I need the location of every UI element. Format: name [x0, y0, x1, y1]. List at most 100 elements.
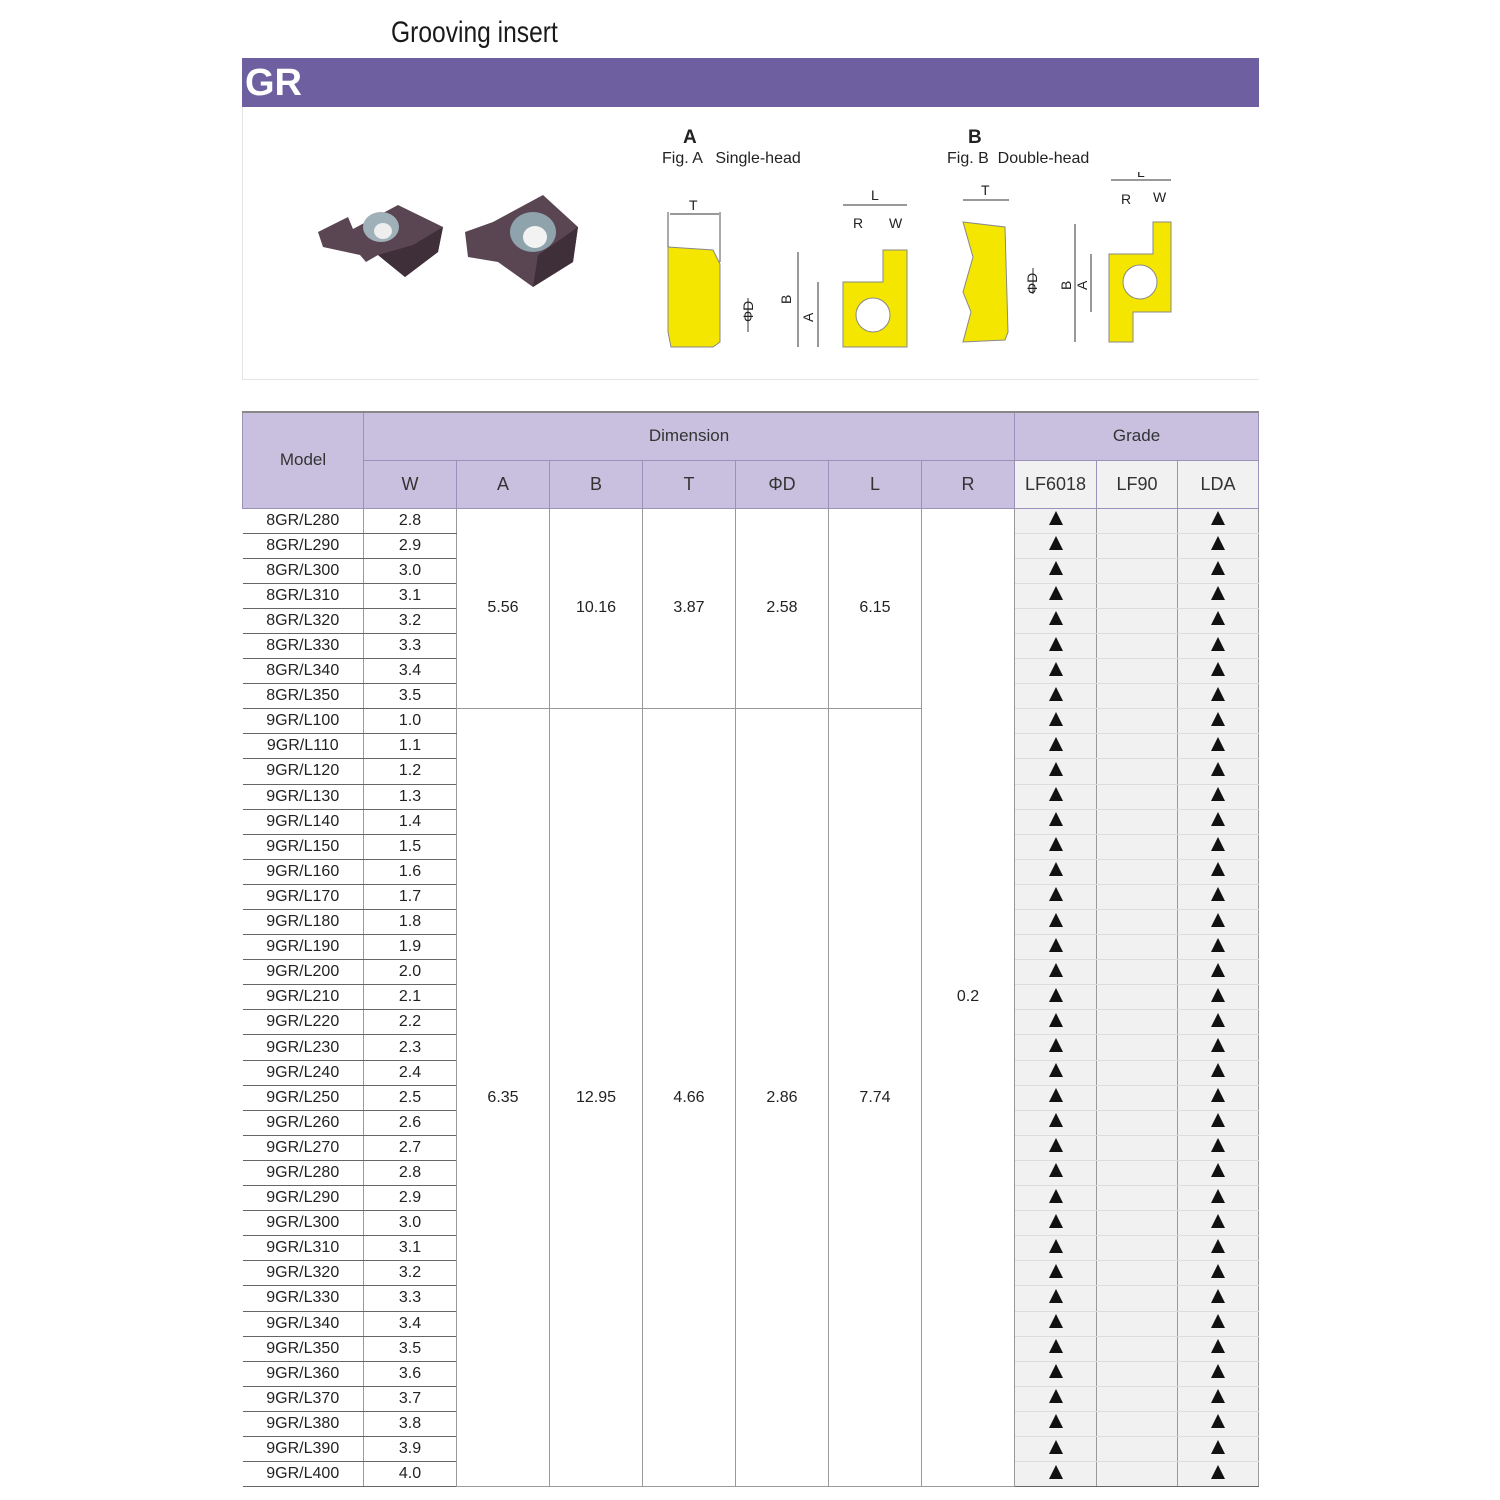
triangle-icon	[1211, 1038, 1226, 1053]
grade-cell-lf6018	[1014, 1210, 1098, 1237]
model-cell: 9GR/L250	[242, 1085, 364, 1111]
header-col-4: ΦD	[735, 459, 829, 509]
grade-cell-lf6018	[1014, 984, 1098, 1011]
grade-cell-lf90	[1096, 1386, 1179, 1412]
dim-d-label: ΦD	[1024, 273, 1040, 294]
model-cell: 9GR/L160	[242, 859, 364, 885]
w-cell: 1.4	[363, 809, 457, 835]
grade-cell-lf6018	[1014, 909, 1098, 936]
grade-cell-lf90	[1096, 1185, 1179, 1212]
w-cell: 2.0	[363, 959, 457, 986]
w-cell: 1.9	[363, 934, 457, 961]
triangle-icon	[1211, 912, 1226, 927]
grade-cell-lf90	[1096, 558, 1179, 584]
grade-cell-lf90	[1096, 1160, 1179, 1187]
grade-cell-lf6018	[1014, 683, 1098, 710]
grade-cell-lda	[1177, 1361, 1260, 1387]
table-row: 9GR/L260 2.6	[242, 1110, 1260, 1136]
model-cell: 9GR/L230	[242, 1034, 364, 1061]
triangle-icon	[1048, 1088, 1063, 1103]
triangle-icon	[1211, 711, 1226, 726]
table-row: 9GR/L210 2.1	[242, 984, 1260, 1011]
model-cell: 8GR/L340	[242, 658, 364, 685]
grade-cell-lda	[1177, 809, 1260, 835]
model-cell: 9GR/L320	[242, 1260, 364, 1287]
triangle-icon	[1048, 1288, 1063, 1303]
triangle-icon	[1048, 1339, 1063, 1354]
grade-cell-lf6018	[1014, 859, 1098, 885]
grade-cell-lf90	[1096, 733, 1179, 760]
grade-cell-lda	[1177, 583, 1260, 609]
table-row: 9GR/L170 1.7	[242, 884, 1260, 911]
dimension-drawings: T ΦD L R W B A T ΦD L R W B A	[667, 172, 1172, 348]
grade-cell-lda	[1177, 1285, 1260, 1312]
grade-cell-lda	[1177, 959, 1260, 986]
triangle-icon	[1211, 937, 1226, 952]
w-cell: 3.1	[363, 1235, 457, 1262]
w-cell: 3.1	[363, 583, 457, 609]
grade-cell-lf90	[1096, 1210, 1179, 1237]
grade-cell-lf6018	[1014, 633, 1098, 660]
w-cell: 3.2	[363, 1260, 457, 1287]
model-cell: 9GR/L300	[242, 1210, 364, 1237]
grade-cell-lf90	[1096, 508, 1179, 534]
w-cell: 3.9	[363, 1436, 457, 1463]
grade-cell-lf90	[1096, 1411, 1179, 1437]
triangle-icon	[1048, 962, 1063, 977]
table-row: 9GR/L390 3.9	[242, 1436, 1260, 1463]
section-banner: GR	[242, 58, 1259, 107]
specification-table: Model Dimension Grade W A B T ΦD L R LF6018 LF90…	[242, 411, 1260, 1488]
table-row: 9GR/L320 3.2	[242, 1260, 1260, 1287]
grade-cell-lda	[1177, 1235, 1260, 1262]
t-cell: 3.87	[642, 508, 736, 710]
model-cell: 9GR/L260	[242, 1110, 364, 1136]
triangle-icon	[1211, 1188, 1226, 1203]
model-cell: 9GR/L400	[242, 1461, 364, 1488]
triangle-icon	[1048, 862, 1063, 877]
model-cell: 9GR/L370	[242, 1386, 364, 1412]
w-cell: 2.2	[363, 1009, 457, 1036]
grade-cell-lda	[1177, 784, 1260, 810]
w-cell: 1.0	[363, 708, 457, 735]
grade-cell-lda	[1177, 1085, 1260, 1111]
w-cell: 1.1	[363, 733, 457, 760]
grade-cell-lda	[1177, 708, 1260, 735]
model-cell: 9GR/L210	[242, 984, 364, 1011]
w-cell: 1.7	[363, 884, 457, 911]
triangle-icon	[1211, 887, 1226, 902]
w-cell: 2.9	[363, 533, 457, 559]
triangle-icon	[1211, 862, 1226, 877]
w-cell: 1.8	[363, 909, 457, 936]
table-row: 9GR/L220 2.2	[242, 1009, 1260, 1036]
table-row: 9GR/L190 1.9	[242, 934, 1260, 961]
w-cell: 3.5	[363, 1336, 457, 1362]
table-row: 8GR/L280 2.8 5.56 10.16 3.87 2.58 6.15 0.2	[242, 508, 1260, 1488]
table-row: 9GR/L270 2.7	[242, 1135, 1260, 1161]
grade-cell-lf90	[1096, 934, 1179, 961]
model-cell: 8GR/L330	[242, 633, 364, 660]
grade-cell-lda	[1177, 683, 1260, 710]
table-row: 9GR/L160 1.6	[242, 859, 1260, 885]
grade-cell-lf90	[1096, 533, 1179, 559]
figure-panel: A Fig. A Single-head B Fig. B Double-hea…	[242, 107, 1259, 380]
model-cell: 9GR/L180	[242, 909, 364, 936]
model-cell: 9GR/L390	[242, 1436, 364, 1463]
grade-cell-lf6018	[1014, 1060, 1098, 1086]
triangle-icon	[1211, 561, 1226, 576]
table-row: 9GR/L350 3.5	[242, 1336, 1260, 1362]
triangle-icon	[1048, 1138, 1063, 1153]
triangle-icon	[1048, 1038, 1063, 1053]
r-cell: 0.2	[920, 508, 1016, 1488]
table-row: 9GR/L400 4.0	[242, 1461, 1260, 1488]
fig-a-letter: A	[683, 127, 697, 148]
triangle-icon	[1211, 1263, 1226, 1278]
triangle-icon	[1048, 1238, 1063, 1253]
w-cell: 2.7	[363, 1135, 457, 1161]
grade-cell-lf6018	[1014, 1386, 1098, 1412]
header-dimension: Dimension	[362, 411, 1016, 461]
grade-cell-lf90	[1096, 1085, 1179, 1111]
table-row: 9GR/L290 2.9	[242, 1185, 1260, 1212]
grade-cell-lf90	[1096, 658, 1179, 685]
triangle-icon	[1048, 686, 1063, 701]
triangle-icon	[1048, 1389, 1063, 1404]
